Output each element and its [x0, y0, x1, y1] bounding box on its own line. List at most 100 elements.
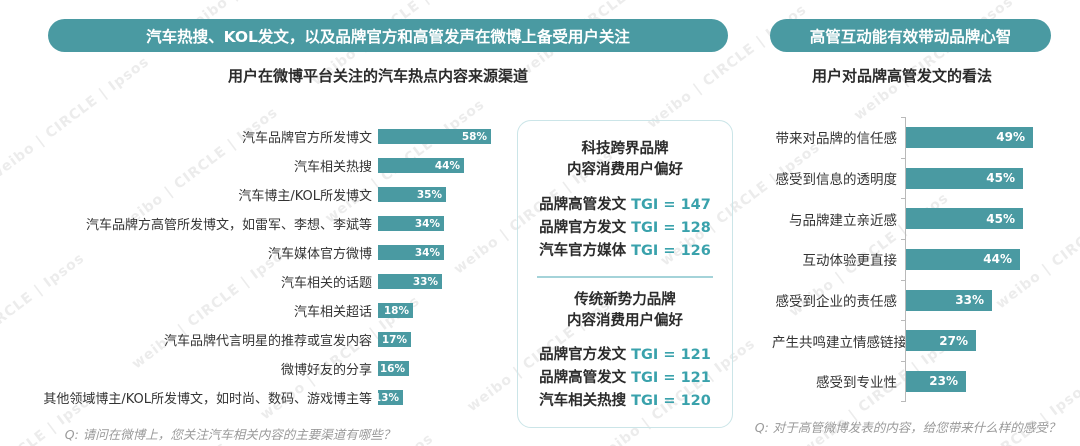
- tgi-items: 品牌高管发文 TGI = 147 品牌官方发文 TGI = 128 汽车官方媒体 TG…: [518, 194, 732, 263]
- right-bar-row: 产生共鸣建立情感链接 27%: [772, 320, 1033, 362]
- bar-value-label: 23%: [929, 374, 958, 389]
- left-bar-row: 汽车品牌官方所发博文 58%: [6, 122, 491, 151]
- bar: 18%: [378, 303, 413, 318]
- bar-category-label: 与品牌建立亲近感: [789, 212, 897, 229]
- right-bar-row: 带来对品牌的信任感 49%: [772, 117, 1033, 158]
- tgi-items: 品牌官方发文 TGI = 121 品牌高管发文 TGI = 121 汽车相关热搜 TG…: [518, 344, 732, 413]
- bar-category-label: 微博好友的分享: [280, 363, 372, 378]
- right-bar-chart: 带来对品牌的信任感 49% 感受到信息的透明度 45% 与品牌建立亲近感 45% 互动体验更…: [772, 117, 1033, 402]
- bar-value-label: 35%: [416, 188, 442, 201]
- right-bar-row: 互动体验更直接 44%: [772, 239, 1033, 280]
- left-section-header-text: 汽车热搜、KOL发文，以及品牌官方和高管发声在微博上备受用户关注: [146, 27, 630, 46]
- tgi-panel: 科技跨界品牌 内容消费用户偏好 品牌高管发文 TGI = 147 品牌官方发文 TG…: [517, 120, 733, 428]
- bar-category-label: 汽车品牌代言明星的推荐或宣发内容: [163, 334, 372, 349]
- tgi-item-label: 汽车相关热搜: [539, 393, 627, 409]
- right-section-header-text: 高管互动能有效带动品牌心智: [809, 27, 1012, 46]
- left-bar-row: 汽车相关的话题 33%: [6, 267, 491, 296]
- bar: 44%: [906, 248, 1020, 270]
- bar-value-label: 45%: [986, 211, 1015, 226]
- bar-axis-cell: 45%: [901, 157, 1023, 199]
- right-bar-row: 与品牌建立亲近感 45%: [772, 198, 1033, 240]
- bar-value-label: 34%: [414, 217, 440, 230]
- tgi-item: 品牌高管发文 TGI = 147: [518, 194, 732, 217]
- bar-value-label: 58%: [461, 130, 487, 143]
- tgi-group-title-line2: 内容消费用户偏好: [567, 162, 683, 178]
- tgi-group-title-line1: 科技跨界品牌: [581, 141, 669, 157]
- tgi-group-title-line1: 传统新势力品牌: [574, 292, 676, 308]
- tgi-item: 品牌高管发文 TGI = 121: [518, 367, 732, 390]
- bar-value-label: 33%: [412, 275, 438, 288]
- bar-category-label: 感受到专业性: [816, 375, 897, 392]
- bar-category-label: 感受到企业的责任感: [775, 294, 898, 311]
- tgi-panel-divider: [537, 276, 713, 278]
- bar-value-label: 18%: [383, 304, 409, 317]
- bar-value-label: 16%: [379, 362, 405, 375]
- bar-axis-cell: 44%: [901, 239, 1020, 280]
- left-bar-chart: 汽车品牌官方所发博文 58% 汽车相关热搜 44% 汽车博主/KOL所发博文 35% 汽车品…: [6, 122, 491, 412]
- right-bar-row: 感受到专业性 23%: [772, 361, 1033, 402]
- bar-value-label: 27%: [939, 333, 968, 348]
- tgi-group-title-line2: 内容消费用户偏好: [567, 313, 683, 329]
- bar-axis-cell: 33%: [901, 279, 992, 321]
- right-bar-row: 感受到企业的责任感 33%: [772, 279, 1033, 321]
- left-question-footnote: Q: 请问在微博上，您关注汽车相关内容的主要渠道有哪些？: [64, 427, 396, 442]
- left-bar-row: 汽车媒体官方微博 34%: [6, 238, 491, 267]
- left-bar-row: 汽车品牌方高管所发博文，如雷军、李想、李斌等 34%: [6, 209, 491, 238]
- tgi-item: 品牌官方发文 TGI = 128: [518, 217, 732, 240]
- tgi-item-value: TGI = 121: [631, 370, 711, 386]
- bar-axis-cell: 49%: [901, 117, 1033, 158]
- right-chart-title: 用户对品牌高管发文的看法: [811, 67, 992, 85]
- left-bar-row: 其他领域博主/KOL所发博文，如时尚、数码、游戏博主等 13%: [6, 383, 491, 412]
- bar: 17%: [378, 332, 411, 347]
- bar: 45%: [906, 208, 1023, 230]
- tgi-item-value: TGI = 126: [631, 243, 711, 259]
- bar-axis-cell: 23%: [901, 361, 966, 402]
- bar: 34%: [378, 216, 444, 231]
- left-bar-row: 汽车博主/KOL所发博文 35%: [6, 180, 491, 209]
- bar: 58%: [378, 129, 491, 144]
- bar: 45%: [906, 167, 1023, 189]
- tgi-group-tech-crossover: 科技跨界品牌 内容消费用户偏好 品牌高管发文 TGI = 147 品牌官方发文 TG…: [518, 139, 732, 263]
- bar: 44%: [378, 158, 464, 173]
- bar: 27%: [906, 330, 976, 352]
- bar-value-label: 49%: [996, 130, 1025, 145]
- bar-axis-cell: 45%: [901, 198, 1023, 240]
- right-question-footnote: Q: 对于高管微博发表的内容，给您带来什么样的感受？: [754, 420, 1061, 435]
- left-bar-row: 微博好友的分享 16%: [6, 354, 491, 383]
- bar-category-label: 汽车品牌方高管所发博文，如雷军、李想、李斌等: [85, 218, 372, 233]
- bar-category-label: 其他领域博主/KOL所发博文，如时尚、数码、游戏博主等: [43, 392, 372, 407]
- tgi-group-title: 传统新势力品牌 内容消费用户偏好: [518, 290, 732, 332]
- bar-value-label: 44%: [434, 159, 460, 172]
- bar: 33%: [906, 289, 992, 311]
- bar: 23%: [906, 370, 966, 392]
- bar-category-label: 汽车品牌官方所发博文: [241, 131, 372, 146]
- bar-category-label: 汽车相关热搜: [293, 160, 372, 175]
- tgi-item: 汽车相关热搜 TGI = 120: [518, 390, 732, 413]
- bar-category-label: 感受到信息的透明度: [775, 172, 898, 189]
- bar-value-label: 34%: [414, 246, 440, 259]
- tgi-item-label: 品牌高管发文: [539, 197, 627, 213]
- tgi-item-value: TGI = 121: [631, 347, 711, 363]
- tgi-item-label: 品牌官方发文: [539, 220, 627, 236]
- bar-value-label: 33%: [955, 293, 984, 308]
- tgi-group-traditional-newforce: 传统新势力品牌 内容消费用户偏好 品牌官方发文 TGI = 121 品牌高管发文 T…: [518, 290, 732, 413]
- bar-category-label: 汽车相关的话题: [280, 276, 372, 291]
- left-chart-title: 用户在微博平台关注的汽车热点内容来源渠道: [227, 67, 528, 85]
- bar: 13%: [374, 390, 403, 405]
- tgi-item-value: TGI = 120: [631, 393, 711, 409]
- bar-category-label: 产生共鸣建立情感链接: [772, 334, 907, 351]
- bar-value-label: 44%: [983, 252, 1012, 267]
- bar-category-label: 带来对品牌的信任感: [775, 131, 898, 148]
- tgi-group-title: 科技跨界品牌 内容消费用户偏好: [518, 139, 732, 181]
- tgi-item-label: 汽车官方媒体: [539, 243, 627, 259]
- bar: 34%: [378, 245, 444, 260]
- bar: 16%: [378, 361, 409, 376]
- tgi-item-value: TGI = 147: [631, 197, 711, 213]
- bar: 35%: [378, 187, 446, 202]
- tgi-item: 品牌官方发文 TGI = 121: [518, 344, 732, 367]
- left-section-header-pill: 汽车热搜、KOL发文，以及品牌官方和高管发声在微博上备受用户关注: [48, 19, 728, 52]
- tgi-item-label: 品牌高管发文: [539, 370, 627, 386]
- bar-category-label: 汽车媒体官方微博: [267, 247, 372, 262]
- right-section-header-pill: 高管互动能有效带动品牌心智: [770, 19, 1051, 52]
